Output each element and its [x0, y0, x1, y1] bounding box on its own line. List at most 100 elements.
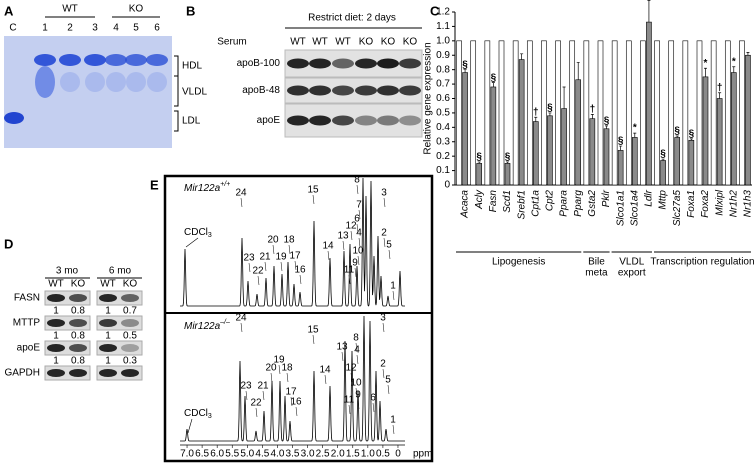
- peak-label: 6: [354, 214, 360, 225]
- bar: [674, 137, 681, 186]
- peak-label: 17: [285, 387, 297, 398]
- quantification: 1: [53, 356, 59, 367]
- significance: †: [590, 104, 596, 115]
- band: [332, 58, 354, 69]
- rule: [341, 351, 344, 362]
- bar: [498, 40, 505, 186]
- peak-label: 9: [352, 258, 358, 269]
- quantification: 0.7: [123, 306, 137, 317]
- x-tick-label: 5.5: [225, 449, 239, 460]
- bar: [456, 40, 462, 186]
- y-tick-label: 0.5: [436, 108, 450, 119]
- error-bar: [477, 161, 481, 164]
- smear: [85, 72, 105, 92]
- x-tick-label: Foxa2: [700, 190, 711, 218]
- condition: Restrict diet: 2 days: [308, 13, 396, 24]
- peak-label: 24: [235, 188, 247, 199]
- rule: [288, 244, 291, 255]
- group-label: Transcription regulation: [650, 257, 754, 268]
- rule: [240, 322, 243, 333]
- quantification: 0.8: [71, 356, 85, 367]
- fraction-label: HDL: [182, 61, 202, 72]
- bar: [631, 137, 638, 186]
- bar: [555, 40, 561, 186]
- rule: [187, 418, 193, 434]
- significance: *: [704, 58, 708, 69]
- sample-label: Serum: [217, 37, 246, 48]
- error-bar: [520, 53, 524, 60]
- band: [121, 344, 139, 352]
- panel-label: C: [430, 3, 440, 18]
- significance: *: [732, 56, 736, 67]
- bar: [583, 40, 590, 186]
- rule: [392, 290, 395, 301]
- solvent-name: CDCl: [184, 408, 208, 419]
- peak-label: 15: [307, 325, 319, 336]
- rule: [356, 354, 359, 365]
- rule: [278, 364, 281, 375]
- bar: [490, 86, 497, 186]
- bar: [625, 40, 632, 186]
- peak-label: 18: [281, 363, 293, 374]
- band: [332, 115, 354, 126]
- solvent: CDCl3: [184, 227, 212, 239]
- band: [59, 54, 81, 66]
- significance: §: [505, 152, 511, 163]
- y-tick-label: 0: [444, 180, 450, 191]
- protein-label: FASN: [14, 293, 40, 304]
- rule: [280, 261, 283, 272]
- y-tick-label: 0.4: [436, 122, 450, 133]
- peak-label: 3: [381, 188, 387, 199]
- peak-label: 10: [350, 378, 362, 389]
- x-tick-label: 0: [395, 449, 401, 460]
- bar: [688, 140, 695, 186]
- band: [287, 115, 309, 126]
- panel-label: B: [186, 3, 195, 18]
- bracket: [174, 110, 179, 132]
- x-tick-label: Scd1: [502, 190, 513, 213]
- group-label: export: [618, 268, 646, 279]
- peak-label: 18: [283, 235, 295, 246]
- quantification: 1: [53, 306, 59, 317]
- y-tick-label: 0.1: [436, 165, 450, 176]
- solvent-subscript: 3: [208, 232, 212, 239]
- rule: [327, 250, 330, 261]
- error-bar: [605, 125, 608, 129]
- rule: [286, 372, 289, 383]
- bar: [532, 121, 539, 186]
- rule: [270, 372, 273, 383]
- peak-label: 16: [294, 265, 306, 276]
- rule: [185, 237, 199, 248]
- x-tick-label: 0.5: [376, 449, 390, 460]
- lane-label: WT: [290, 37, 306, 48]
- bar: [589, 118, 596, 186]
- peak-label: 23: [243, 253, 255, 264]
- gel: [4, 36, 172, 148]
- bar: [660, 160, 666, 186]
- rule: [299, 274, 302, 285]
- bar: [724, 40, 731, 186]
- peak-label: 19: [273, 355, 285, 366]
- bar: [710, 40, 717, 186]
- genotype-superscript: –/–: [219, 319, 230, 326]
- band: [121, 319, 139, 327]
- band: [99, 369, 117, 377]
- error-bar: [675, 135, 679, 138]
- protein-label: apoB-100: [237, 58, 281, 69]
- error-bar: [590, 114, 594, 119]
- x-tick-label: Nr1h3: [743, 190, 754, 218]
- quantification: 1: [105, 356, 111, 367]
- peak-label: 1: [390, 415, 396, 426]
- lane-label: KO: [359, 37, 374, 48]
- peak-label: 11: [344, 395, 355, 406]
- protein-label: apoB-48: [242, 85, 280, 96]
- smear: [126, 72, 146, 92]
- y-tick-label: 1.1: [436, 21, 450, 32]
- genotype-name: Mir122a: [184, 183, 221, 194]
- band: [287, 58, 309, 69]
- significance: *: [633, 123, 637, 134]
- genotype: Mir122a–/–: [184, 319, 230, 332]
- error-bar: [562, 86, 566, 109]
- bar: [682, 40, 689, 186]
